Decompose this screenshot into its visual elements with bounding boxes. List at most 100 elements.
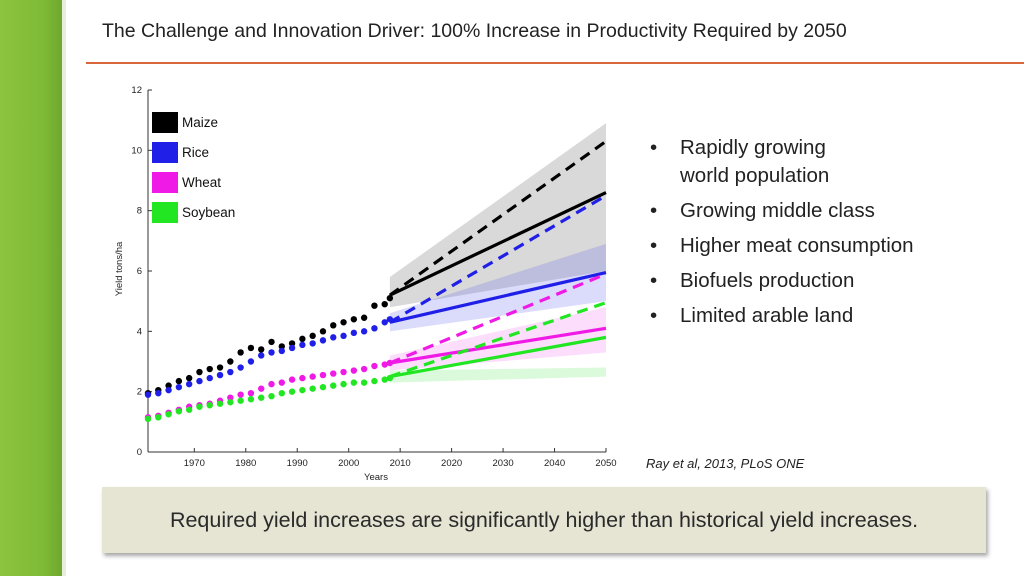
x-tick-label: 2050 xyxy=(595,458,616,469)
rice-point xyxy=(268,349,275,356)
wheat-point xyxy=(278,379,285,386)
soybean-point xyxy=(278,389,285,397)
maize-point xyxy=(299,335,306,343)
x-tick-label: 1990 xyxy=(287,458,308,469)
soybean-legend-label: Soybean xyxy=(182,205,235,220)
soybean-required-line xyxy=(389,301,607,379)
rice-point xyxy=(155,389,162,397)
bullet-text: Limited arable land xyxy=(680,304,854,327)
bullet-dot: • xyxy=(650,136,658,159)
y-tick-label: 0 xyxy=(137,447,142,458)
rice-point xyxy=(381,319,388,326)
soybean-point xyxy=(175,408,183,415)
maize-required-line xyxy=(388,139,607,297)
y-tick-label: 8 xyxy=(137,206,142,217)
bullet-dot: • xyxy=(650,269,658,292)
soybean-legend-swatch xyxy=(152,202,178,223)
axis-ticks: 0 2 4 6 8 10 12 1970 1980 1990 2000 2010 2020 2030 204… xyxy=(131,85,616,469)
bullet-item: • Biofuels production xyxy=(648,267,914,295)
x-tick-label: 2040 xyxy=(544,458,565,469)
maize-point xyxy=(350,316,358,323)
soybean-point xyxy=(258,394,265,401)
y-axis-label: Yield tons/ha xyxy=(114,241,125,296)
rice-point xyxy=(206,374,213,382)
soybean-trend-line xyxy=(389,335,607,379)
soybean-point xyxy=(330,382,337,389)
maize-point xyxy=(258,346,265,353)
maize-trend-line xyxy=(389,191,607,297)
wheat-trend-line xyxy=(389,326,607,365)
wheat-point xyxy=(350,367,358,374)
bullet-text: Rapidly growing xyxy=(680,136,826,159)
rice-point xyxy=(340,332,347,340)
rice-point xyxy=(258,352,265,359)
y-tick-label: 4 xyxy=(137,326,142,337)
maize-point xyxy=(386,294,394,302)
rice-point xyxy=(165,386,172,394)
historical-points xyxy=(144,294,394,423)
wheat-point xyxy=(309,373,316,380)
soybean-point xyxy=(288,388,296,395)
soybean-point xyxy=(299,386,306,394)
y-tick-label: 6 xyxy=(137,266,142,277)
soybean-point xyxy=(247,396,255,403)
maize-point xyxy=(175,377,183,385)
callout-box: Required yield increases are significant… xyxy=(102,487,986,553)
wheat-point xyxy=(258,385,265,392)
bullet-text: Higher meat consumption xyxy=(680,234,914,257)
soybean-point xyxy=(268,392,275,400)
wheat-point xyxy=(360,365,368,373)
bullet-item: • Higher meat consumption xyxy=(648,232,914,260)
wheat-legend-swatch xyxy=(152,172,178,193)
wheat-point xyxy=(247,389,255,397)
maize-point xyxy=(278,343,285,350)
wheat-point xyxy=(288,376,296,383)
maize-legend-swatch xyxy=(152,112,178,133)
rice-point xyxy=(185,380,193,388)
x-axis-label: Years xyxy=(364,472,388,483)
bullet-item: • Rapidly growing world population xyxy=(648,134,914,190)
maize-point xyxy=(330,322,337,329)
bullet-list: • Rapidly growing world population • Growing… xyxy=(648,134,914,337)
maize-point xyxy=(288,340,296,347)
slide-title: The Challenge and Innovation Driver: 100… xyxy=(102,20,847,42)
rice-point xyxy=(278,347,285,355)
rice-legend-label: Rice xyxy=(182,145,209,160)
bullet-item: • Growing middle class xyxy=(648,197,914,225)
rice-point xyxy=(371,325,378,332)
wheat-legend-label: Wheat xyxy=(182,175,221,190)
citation: Ray et al, 2013, PLoS ONE xyxy=(646,456,805,471)
wheat-point xyxy=(330,370,337,377)
wheat-point xyxy=(319,371,327,379)
x-tick-label: 2030 xyxy=(493,458,514,469)
y-tick-label: 10 xyxy=(131,145,142,156)
bullet-dot: • xyxy=(650,199,658,222)
y-tick-label: 2 xyxy=(137,387,142,398)
maize-point xyxy=(165,382,172,389)
rice-legend-swatch xyxy=(152,142,178,163)
rice-point xyxy=(144,391,152,398)
soybean-point xyxy=(196,403,203,410)
x-tick-label: 2020 xyxy=(441,458,462,469)
rice-required-line xyxy=(389,194,607,324)
rice-point xyxy=(309,340,316,347)
rice-point xyxy=(350,329,358,337)
x-tick-label: 1980 xyxy=(235,458,256,469)
maize-band xyxy=(389,123,606,308)
soybean-point xyxy=(360,379,368,386)
maize-point xyxy=(185,374,193,382)
soybean-point xyxy=(237,397,244,404)
soybean-point xyxy=(319,383,327,391)
bullet-text: Growing middle class xyxy=(680,199,875,222)
chart-legend: Maize Rice Wheat Soybean xyxy=(152,112,235,223)
wheat-point xyxy=(340,368,347,376)
maize-point xyxy=(371,302,378,309)
bullet-dot: • xyxy=(650,234,658,257)
maize-legend-label: Maize xyxy=(182,115,218,130)
rice-point xyxy=(299,341,306,349)
maize-point xyxy=(216,364,224,371)
soybean-point xyxy=(340,380,347,388)
rice-point xyxy=(319,337,327,344)
yield-chart: 0 2 4 6 8 10 12 1970 1980 1990 2000 2010 2020 2030 204… xyxy=(114,85,617,483)
maize-point xyxy=(237,349,244,356)
